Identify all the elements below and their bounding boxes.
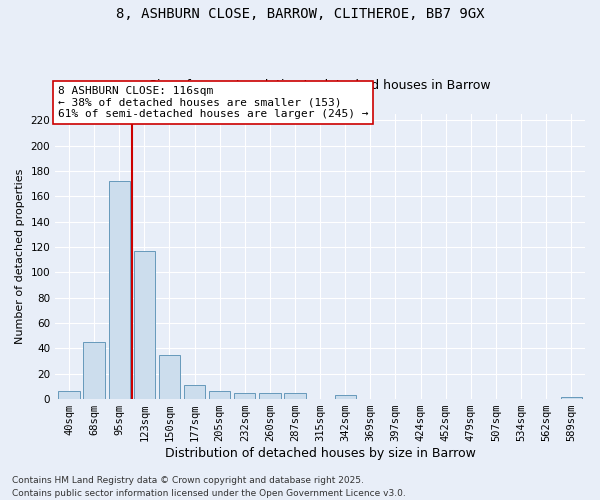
Y-axis label: Number of detached properties: Number of detached properties (15, 169, 25, 344)
Text: Contains HM Land Registry data © Crown copyright and database right 2025.
Contai: Contains HM Land Registry data © Crown c… (12, 476, 406, 498)
X-axis label: Distribution of detached houses by size in Barrow: Distribution of detached houses by size … (164, 447, 476, 460)
Bar (560, 396, 582, 399)
Bar (159, 354, 180, 399)
Bar (83, 342, 105, 399)
Bar (234, 392, 256, 399)
Bar (284, 392, 305, 399)
Bar (184, 385, 205, 399)
Bar (109, 181, 130, 399)
Bar (134, 251, 155, 399)
Bar (58, 392, 80, 399)
Bar (259, 392, 281, 399)
Bar (335, 396, 356, 399)
Title: Size of property relative to detached houses in Barrow: Size of property relative to detached ho… (149, 79, 491, 92)
Text: 8 ASHBURN CLOSE: 116sqm
← 38% of detached houses are smaller (153)
61% of semi-d: 8 ASHBURN CLOSE: 116sqm ← 38% of detache… (58, 86, 368, 119)
Bar (209, 392, 230, 399)
Text: 8, ASHBURN CLOSE, BARROW, CLITHEROE, BB7 9GX: 8, ASHBURN CLOSE, BARROW, CLITHEROE, BB7… (116, 8, 484, 22)
